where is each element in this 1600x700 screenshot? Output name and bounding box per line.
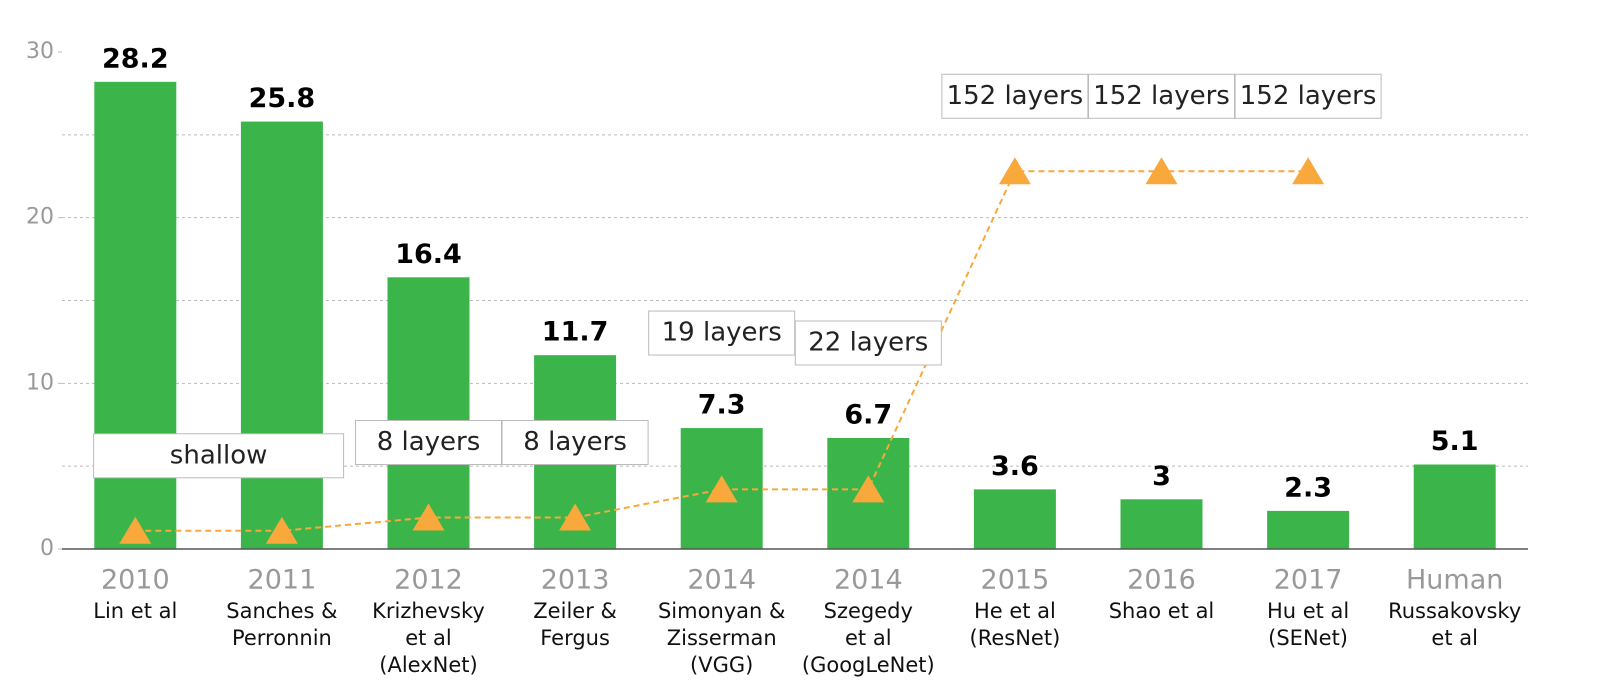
x-tick-label: 2017: [1274, 565, 1343, 596]
x-tick-label: 2013: [541, 565, 610, 596]
value-label: 28.2: [102, 43, 169, 74]
annotation: 8 layers: [523, 427, 627, 457]
y-tick-label: 20: [26, 205, 54, 230]
x-tick-label: 2014: [687, 565, 756, 596]
x-tick-label: 2015: [981, 565, 1050, 596]
bar: [1120, 499, 1203, 549]
annotation-box: [501, 420, 649, 466]
x-sublabel: (VGG): [690, 653, 753, 677]
x-sublabel: (SENet): [1268, 626, 1348, 650]
x-sublabel: (ResNet): [970, 626, 1061, 650]
annotation: 152 layers: [1093, 81, 1230, 111]
x-sublabel: Fergus: [540, 626, 610, 650]
annotation: 8 layers: [377, 427, 481, 457]
value-label: 2.3: [1284, 472, 1332, 503]
depth-marker: [998, 157, 1031, 185]
value-label: 25.8: [249, 83, 316, 114]
depth-marker: [1145, 157, 1178, 185]
x-sublabel: He et al: [974, 599, 1056, 623]
x-sublabel: Zisserman: [667, 626, 777, 650]
y-tick-label: 0: [40, 536, 54, 561]
x-sublabel: Russakovsky: [1388, 599, 1521, 623]
x-tick-label: 2014: [834, 565, 903, 596]
bar: [1413, 464, 1496, 549]
x-sublabel: Krizhevsky: [372, 599, 485, 623]
bar: [94, 81, 177, 549]
annotation-box: [1088, 73, 1235, 119]
value-label: 5.1: [1431, 426, 1479, 457]
y-tick-label: 30: [26, 39, 54, 64]
x-sublabel: (AlexNet): [379, 653, 477, 677]
x-tick-label: 2010: [101, 565, 170, 596]
value-label: 11.7: [542, 317, 609, 348]
x-tick-label: 2016: [1127, 565, 1196, 596]
x-tick-label: 2011: [248, 565, 317, 596]
value-label: 16.4: [395, 239, 462, 270]
annotation-box: [794, 320, 942, 366]
depth-marker: [559, 503, 592, 531]
x-sublabel: et al: [405, 626, 452, 650]
y-tick-label: 10: [26, 370, 54, 395]
annotation-box: [648, 310, 796, 356]
value-label: 6.7: [844, 400, 892, 431]
annotation: shallow: [170, 440, 268, 470]
x-sublabel: Simonyan &: [658, 599, 785, 623]
x-tick-label: Human: [1406, 565, 1503, 596]
value-label: 3.6: [991, 451, 1039, 482]
value-label: 7.3: [698, 390, 746, 421]
annotation-box: [93, 433, 345, 479]
x-sublabel: Hu et al: [1267, 599, 1349, 623]
bar: [1267, 510, 1350, 549]
x-sublabel: et al: [845, 626, 892, 650]
x-sublabel: Perronnin: [232, 626, 332, 650]
x-sublabel: Shao et al: [1109, 599, 1215, 623]
depth-marker: [265, 516, 298, 544]
depth-marker: [119, 516, 152, 544]
annotation: 152 layers: [947, 81, 1084, 111]
x-sublabel: Sanches &: [226, 599, 337, 623]
depth-marker: [412, 503, 445, 531]
x-sublabel: (GoogLeNet): [802, 653, 935, 677]
annotation-box: [941, 73, 1089, 119]
value-label: 3: [1152, 461, 1171, 492]
depth-marker: [852, 475, 885, 503]
bar: [240, 121, 323, 549]
x-sublabel: Zeiler &: [533, 599, 617, 623]
annotation-box: [355, 420, 502, 466]
annotation: 152 layers: [1240, 81, 1377, 111]
x-tick-label: 2012: [394, 565, 463, 596]
bar: [973, 489, 1056, 549]
x-sublabel: et al: [1431, 626, 1478, 650]
x-sublabel: Lin et al: [93, 599, 177, 623]
depth-marker: [1292, 157, 1325, 185]
depth-line: [135, 170, 1309, 532]
annotation: 22 layers: [808, 328, 928, 358]
x-sublabel: Szegedy: [824, 599, 913, 623]
depth-marker: [705, 475, 738, 503]
annotation: 19 layers: [662, 318, 782, 348]
annotation-box: [1234, 73, 1382, 119]
